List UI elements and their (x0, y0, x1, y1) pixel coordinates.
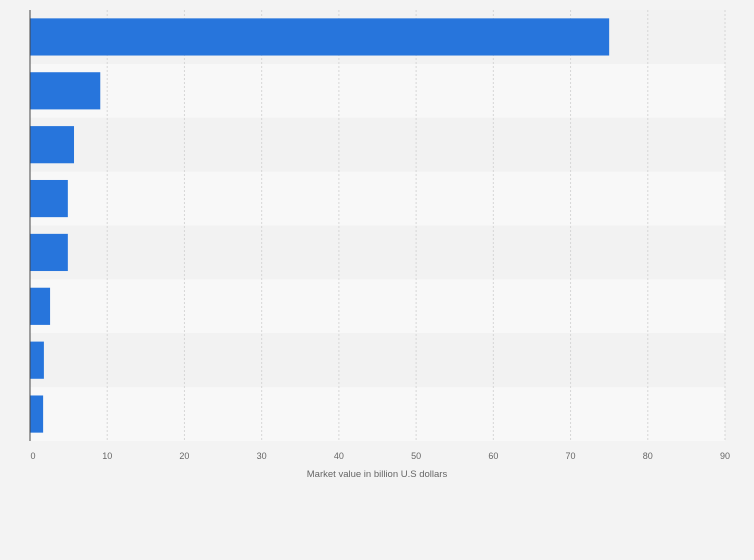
row-band (30, 171, 725, 226)
bar[interactable] (30, 126, 75, 164)
bar[interactable] (30, 72, 101, 110)
bar[interactable] (30, 395, 44, 433)
x-tick-label: 50 (411, 451, 421, 461)
x-tick-label: 60 (488, 451, 498, 461)
x-tick-label: 40 (334, 451, 344, 461)
bar[interactable] (30, 18, 610, 56)
row-band (30, 333, 725, 388)
row-band (30, 279, 725, 334)
row-band (30, 117, 725, 172)
x-axis-label: Market value in billion U.S dollars (307, 469, 448, 480)
x-tick-label: 80 (643, 451, 653, 461)
bar[interactable] (30, 233, 68, 272)
x-tick-label: 70 (566, 451, 576, 461)
bar[interactable] (30, 287, 51, 325)
x-tick-label: 10 (102, 451, 112, 461)
row-band (30, 225, 725, 280)
bar[interactable] (30, 179, 68, 218)
bar[interactable] (30, 341, 44, 379)
row-band (30, 63, 725, 118)
x-tick-label: 0 (30, 451, 35, 461)
x-tick-label: 90 (720, 451, 730, 461)
x-tick-label: 20 (179, 451, 189, 461)
x-tick-label: 30 (257, 451, 267, 461)
row-band (30, 387, 725, 441)
